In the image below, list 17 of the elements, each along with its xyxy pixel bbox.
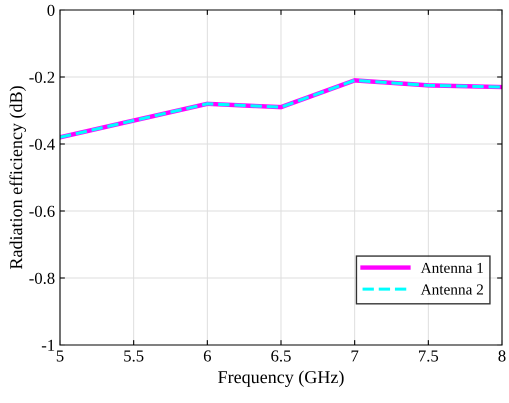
y-tick-label: -0.2 [29,72,54,84]
x-tick-label: 7 [352,350,358,362]
x-tick-label: 5.5 [124,350,144,362]
legend-label: Antenna 2 [420,284,483,295]
y-tick-label: -0.6 [29,206,55,218]
y-tick-label: 0 [47,4,55,16]
x-axis-title: Frequency (GHz) [218,370,344,387]
y-tick-label: -0.8 [29,272,55,284]
x-tick-label: 5 [56,350,64,362]
x-tick-label: 7.5 [419,350,438,362]
legend-label: Antenna 1 [420,262,483,274]
x-tick-label: 8 [498,350,506,362]
x-tick-label: 6 [204,350,212,362]
y-tick-label: -1 [42,340,54,351]
y-tick-label: -0.4 [29,138,55,150]
y-axis-title: Radiation efficiency (dB) [9,86,26,270]
x-tick-label: 6.5 [271,350,291,362]
